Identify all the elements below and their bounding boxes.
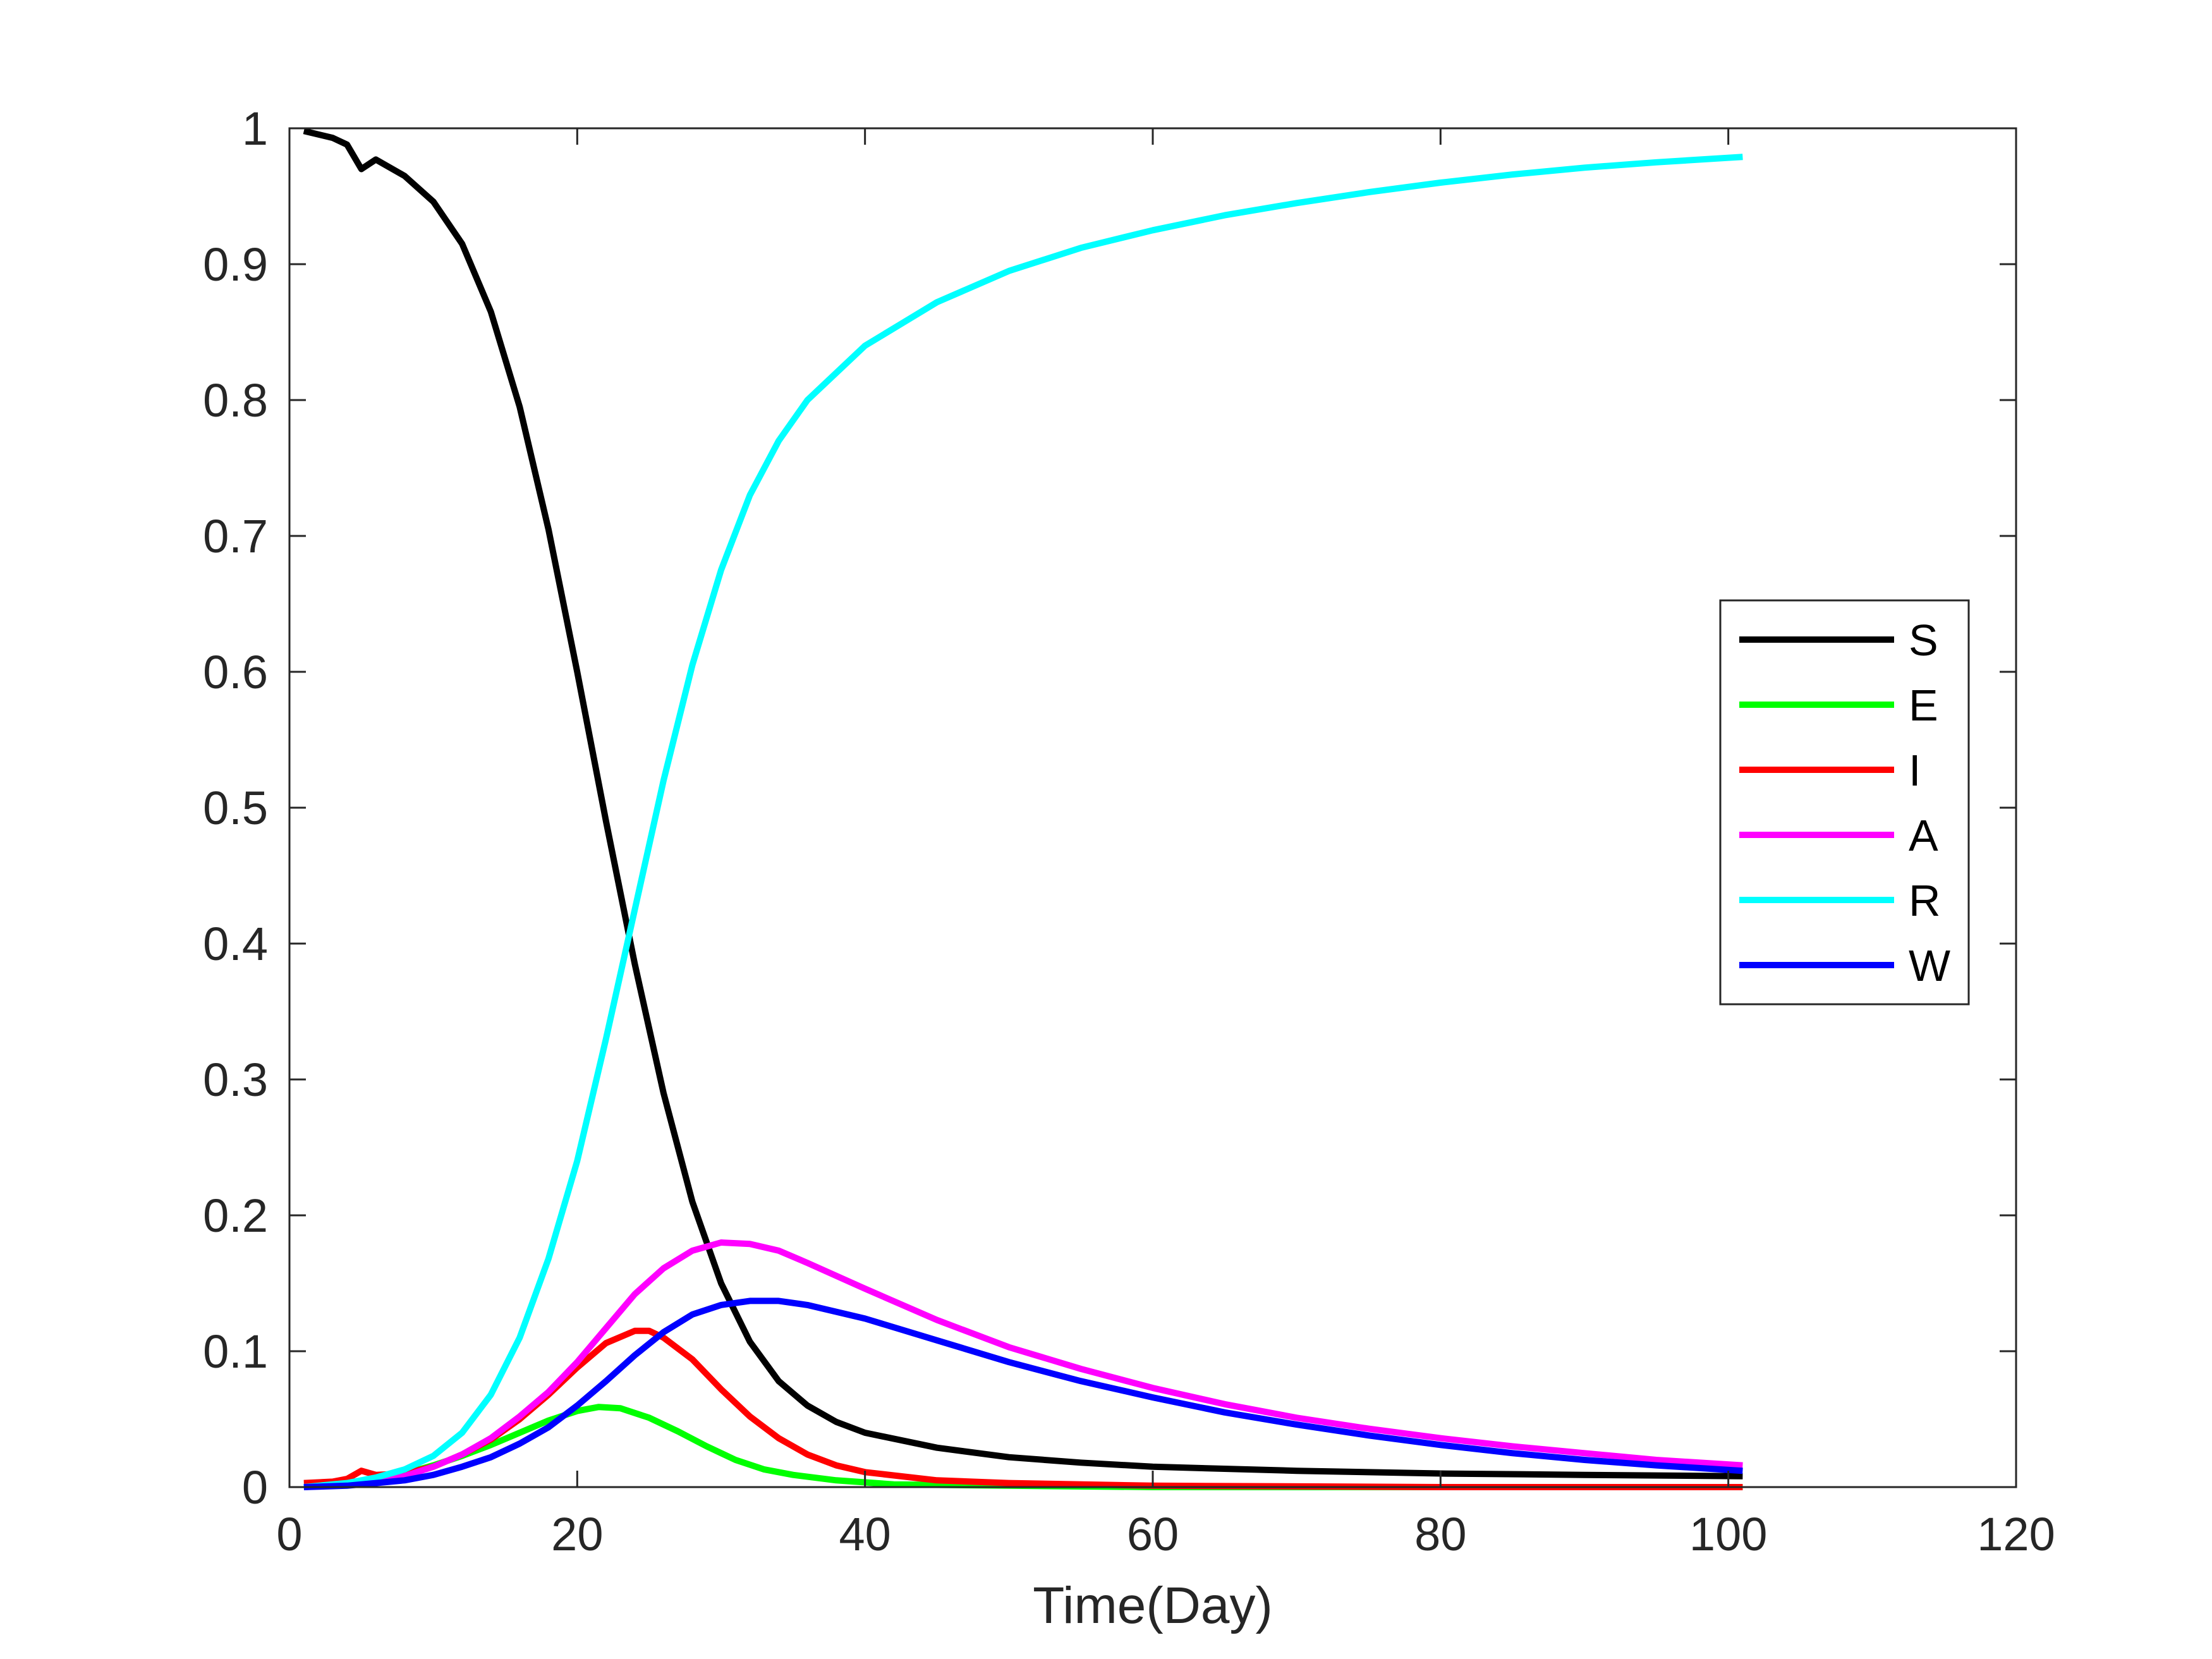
y-tick-label: 0.5	[203, 782, 268, 834]
legend-label-A: A	[1909, 811, 1938, 860]
y-tick-label: 0.9	[203, 238, 268, 291]
y-tick-label: 0.3	[203, 1054, 268, 1106]
x-axis: 0 20 40 60 80 100 120	[276, 128, 2055, 1560]
x-tick-label: 40	[839, 1508, 891, 1560]
y-tick-label: 0	[242, 1461, 268, 1514]
legend-label-E: E	[1909, 681, 1938, 730]
x-tick-label: 100	[1689, 1508, 1767, 1560]
series-line-R	[303, 154, 1743, 1490]
y-tick-label: 1	[242, 102, 268, 155]
legend-label-R: R	[1909, 876, 1941, 925]
series-line-A	[303, 1239, 1743, 1490]
series-layer	[303, 128, 1743, 1490]
y-tick-label: 0.1	[203, 1325, 268, 1378]
x-tick-label: 20	[551, 1508, 603, 1560]
x-tick-label: 120	[1977, 1508, 2055, 1560]
legend-label-W: W	[1909, 941, 1950, 990]
x-tick-label: 0	[276, 1508, 302, 1560]
legend-box	[1719, 599, 1970, 1006]
y-axis: 0 0.1 0.2 0.3 0.4 0.5 0.6 0.7 0.8 0.9 1	[203, 102, 2016, 1514]
y-tick-label: 0.2	[203, 1189, 268, 1242]
y-tick-label: 0.7	[203, 510, 268, 562]
y-tick-label: 0.4	[203, 918, 268, 970]
series-line-W	[303, 1297, 1743, 1490]
legend-label-I: I	[1909, 746, 1921, 795]
y-tick-label: 0.8	[203, 374, 268, 427]
x-tick-label: 80	[1414, 1508, 1466, 1560]
y-tick-label: 0.6	[203, 646, 268, 698]
x-tick-label: 60	[1127, 1508, 1179, 1560]
x-axis-label: Time(Day)	[1033, 1577, 1273, 1634]
legend-label-S: S	[1909, 616, 1938, 665]
series-line-S	[303, 128, 1743, 1480]
